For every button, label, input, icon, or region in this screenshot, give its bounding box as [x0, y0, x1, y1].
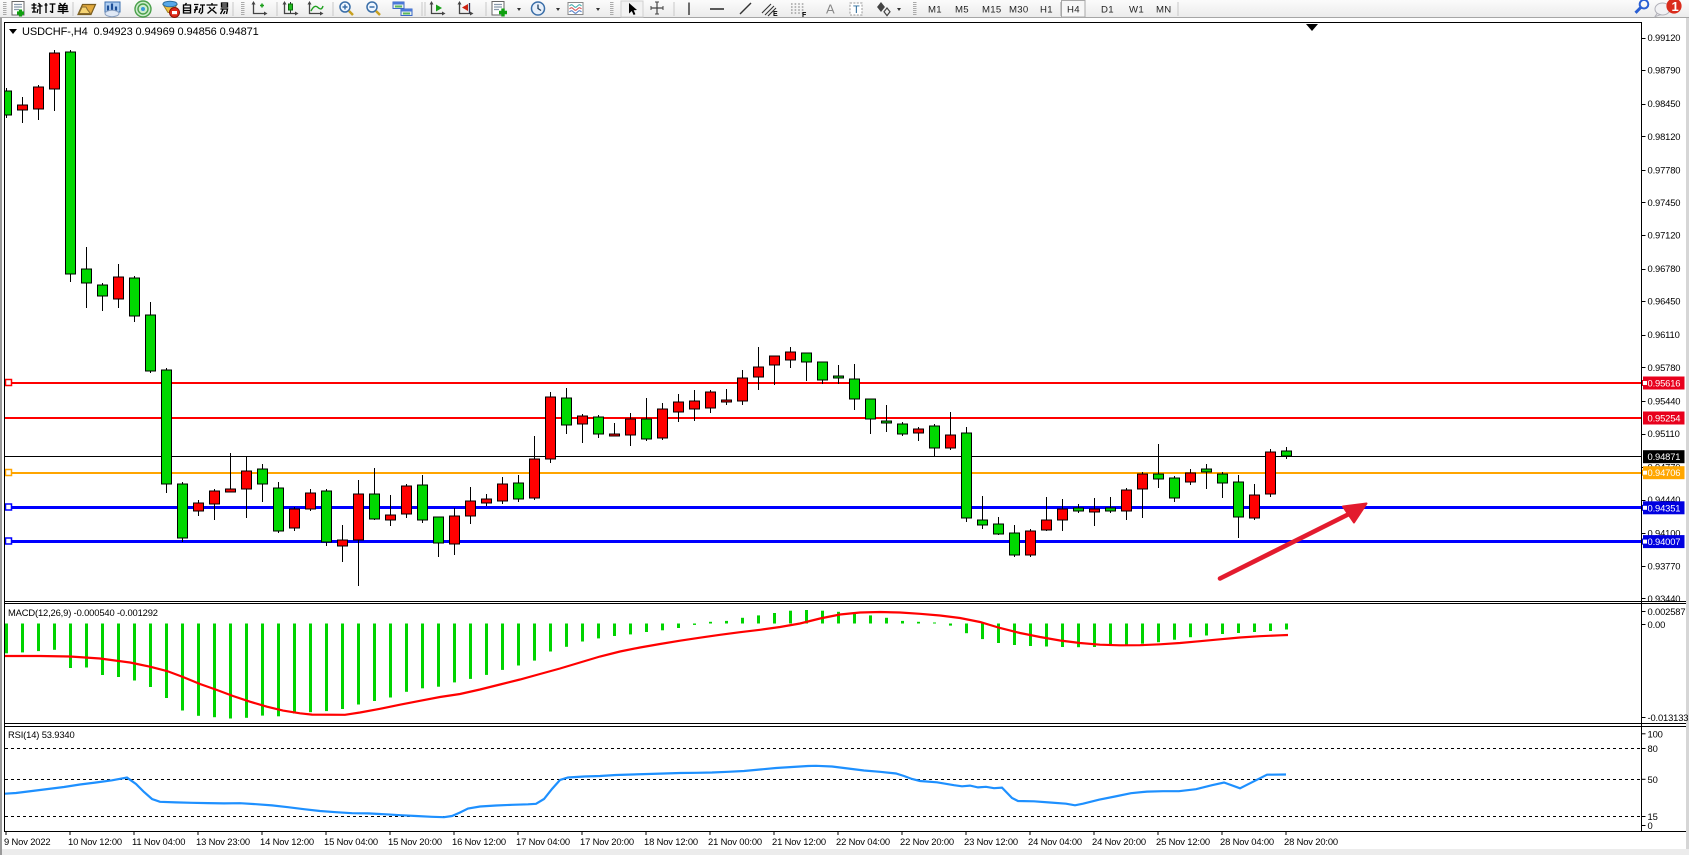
svg-text:100: 100 [1648, 728, 1663, 739]
svg-text:0.94706: 0.94706 [1648, 467, 1681, 478]
svg-text:21 Nov 00:00: 21 Nov 00:00 [708, 836, 762, 847]
svg-text:E: E [773, 11, 778, 18]
svg-text:D1: D1 [1101, 5, 1114, 16]
svg-text:15: 15 [1648, 811, 1658, 822]
svg-text:0.99120: 0.99120 [1648, 32, 1681, 43]
svg-text:0.97450: 0.97450 [1648, 197, 1681, 208]
svg-text:0.97780: 0.97780 [1648, 164, 1681, 175]
svg-text:1: 1 [1672, 0, 1679, 14]
svg-text:H1: H1 [1040, 5, 1053, 16]
svg-text:15 Nov 04:00: 15 Nov 04:00 [324, 836, 378, 847]
svg-text:0.96780: 0.96780 [1648, 263, 1681, 274]
svg-text:0.94100: 0.94100 [1648, 528, 1681, 539]
svg-text:16 Nov 12:00: 16 Nov 12:00 [452, 836, 506, 847]
svg-text:28 Nov 20:00: 28 Nov 20:00 [1284, 836, 1338, 847]
svg-text:M15: M15 [982, 5, 1002, 16]
svg-text:-0.013133: -0.013133 [1648, 712, 1689, 723]
svg-text:A: A [826, 2, 835, 17]
svg-text:F: F [802, 12, 807, 19]
svg-text:0.93440: 0.93440 [1648, 593, 1681, 604]
svg-text:25 Nov 12:00: 25 Nov 12:00 [1156, 836, 1210, 847]
svg-text:0.002587: 0.002587 [1648, 606, 1686, 617]
svg-text:0.97120: 0.97120 [1648, 230, 1681, 241]
svg-text:0.96110: 0.96110 [1648, 329, 1680, 340]
svg-text:22 Nov 04:00: 22 Nov 04:00 [836, 836, 890, 847]
svg-text:0.98790: 0.98790 [1648, 65, 1681, 76]
svg-text:W1: W1 [1129, 5, 1144, 16]
svg-text:0.95780: 0.95780 [1648, 362, 1681, 373]
svg-text:11 Nov 04:00: 11 Nov 04:00 [132, 836, 185, 847]
svg-text:M1: M1 [928, 5, 942, 16]
svg-text:17 Nov 04:00: 17 Nov 04:00 [516, 836, 570, 847]
svg-text:0.95616: 0.95616 [1648, 378, 1681, 389]
svg-text:USDCHF-,H4 0.94923 0.94969 0.: USDCHF-,H4 0.94923 0.94969 0.94856 0.948… [22, 26, 259, 38]
svg-text:17 Nov 20:00: 17 Nov 20:00 [580, 836, 634, 847]
svg-text:0: 0 [1648, 820, 1653, 831]
svg-text:23 Nov 12:00: 23 Nov 12:00 [964, 836, 1018, 847]
svg-text:M5: M5 [955, 5, 969, 16]
svg-text:MN: MN [1156, 5, 1172, 16]
svg-text:0.93770: 0.93770 [1648, 560, 1681, 571]
svg-text:15 Nov 20:00: 15 Nov 20:00 [388, 836, 442, 847]
svg-text:28 Nov 04:00: 28 Nov 04:00 [1220, 836, 1274, 847]
svg-text:50: 50 [1648, 774, 1658, 785]
svg-text:24 Nov 04:00: 24 Nov 04:00 [1028, 836, 1082, 847]
svg-text:H4: H4 [1067, 5, 1080, 16]
svg-text:0.94007: 0.94007 [1648, 536, 1681, 547]
svg-text:0.98120: 0.98120 [1648, 131, 1681, 142]
svg-text:T: T [853, 4, 860, 16]
svg-text:0.95254: 0.95254 [1648, 413, 1681, 424]
svg-text:24 Nov 20:00: 24 Nov 20:00 [1092, 836, 1146, 847]
svg-text:9 Nov 2022: 9 Nov 2022 [4, 836, 50, 847]
svg-text:0.96450: 0.96450 [1648, 296, 1681, 307]
svg-text:MACD(12,26,9) -0.000540 -0.001: MACD(12,26,9) -0.000540 -0.001292 [8, 607, 158, 618]
svg-text:0.95110: 0.95110 [1648, 428, 1680, 439]
svg-text:0.94871: 0.94871 [1648, 451, 1681, 462]
svg-text:14 Nov 12:00: 14 Nov 12:00 [260, 836, 314, 847]
svg-text:M30: M30 [1009, 5, 1029, 16]
svg-text:80: 80 [1648, 743, 1658, 754]
svg-text:0.00: 0.00 [1648, 619, 1666, 630]
svg-text:10 Nov 12:00: 10 Nov 12:00 [68, 836, 122, 847]
svg-text:22 Nov 20:00: 22 Nov 20:00 [900, 836, 954, 847]
svg-text:0.94440: 0.94440 [1648, 494, 1681, 505]
svg-text:13 Nov 23:00: 13 Nov 23:00 [196, 836, 250, 847]
svg-text:18 Nov 12:00: 18 Nov 12:00 [644, 836, 698, 847]
svg-text:0.98450: 0.98450 [1648, 98, 1681, 109]
svg-text:0.95440: 0.95440 [1648, 395, 1681, 406]
svg-text:21 Nov 12:00: 21 Nov 12:00 [772, 836, 826, 847]
svg-text:0.94351: 0.94351 [1648, 502, 1681, 513]
svg-text:RSI(14) 53.9340: RSI(14) 53.9340 [8, 729, 75, 740]
